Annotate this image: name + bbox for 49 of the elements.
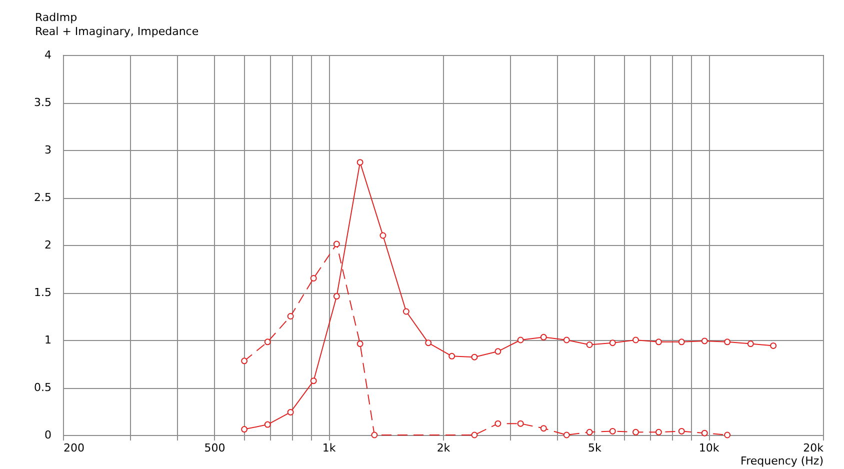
point bbox=[356, 340, 364, 348]
point bbox=[540, 334, 547, 340]
point bbox=[609, 340, 616, 346]
chart-subtitle: Real + Imaginary, Impedance bbox=[35, 25, 199, 38]
x-axis-title: Frequency (Hz) bbox=[740, 454, 824, 468]
x-tick-label: 500 bbox=[204, 442, 226, 454]
x-tick-label: 20k bbox=[803, 442, 824, 454]
point bbox=[747, 340, 754, 348]
x-tick-label: 1k bbox=[322, 442, 336, 454]
point bbox=[724, 338, 731, 346]
y-tick-label: 4 bbox=[44, 48, 52, 62]
point bbox=[241, 426, 248, 433]
x-tick-label: 200 bbox=[64, 442, 84, 454]
point bbox=[264, 421, 271, 428]
y-tick-label: 1 bbox=[44, 334, 52, 346]
point bbox=[241, 358, 248, 364]
point bbox=[448, 352, 456, 360]
point bbox=[287, 313, 294, 320]
point bbox=[494, 348, 502, 355]
point bbox=[310, 378, 317, 384]
point bbox=[471, 354, 478, 360]
y-tick-label: 3.5 bbox=[34, 96, 52, 109]
x-tick-label: 10k bbox=[698, 442, 720, 454]
point bbox=[287, 408, 294, 416]
x-tick-label: 2k bbox=[436, 442, 451, 454]
y-tick-label: 3 bbox=[44, 144, 52, 156]
point bbox=[264, 338, 271, 346]
y-tick-label: 0 bbox=[44, 428, 52, 442]
point bbox=[563, 336, 570, 344]
x-tick-label: 5k bbox=[588, 442, 602, 454]
point bbox=[770, 342, 777, 349]
point bbox=[655, 338, 662, 346]
point bbox=[333, 240, 340, 248]
point bbox=[701, 338, 708, 344]
point bbox=[310, 275, 317, 282]
point bbox=[333, 293, 340, 300]
point bbox=[632, 336, 639, 344]
point bbox=[586, 342, 593, 348]
point bbox=[356, 159, 364, 166]
point bbox=[425, 340, 432, 346]
point bbox=[678, 338, 685, 346]
y-tick-label: 2.5 bbox=[34, 191, 52, 204]
y-tick-label: 2 bbox=[44, 238, 52, 252]
y-tick-label: 1.5 bbox=[34, 286, 52, 299]
point bbox=[402, 308, 410, 315]
point bbox=[517, 336, 524, 344]
y-tick-label: 0.5 bbox=[34, 381, 52, 394]
chart-title: RadImp bbox=[35, 11, 78, 24]
point bbox=[380, 232, 386, 239]
